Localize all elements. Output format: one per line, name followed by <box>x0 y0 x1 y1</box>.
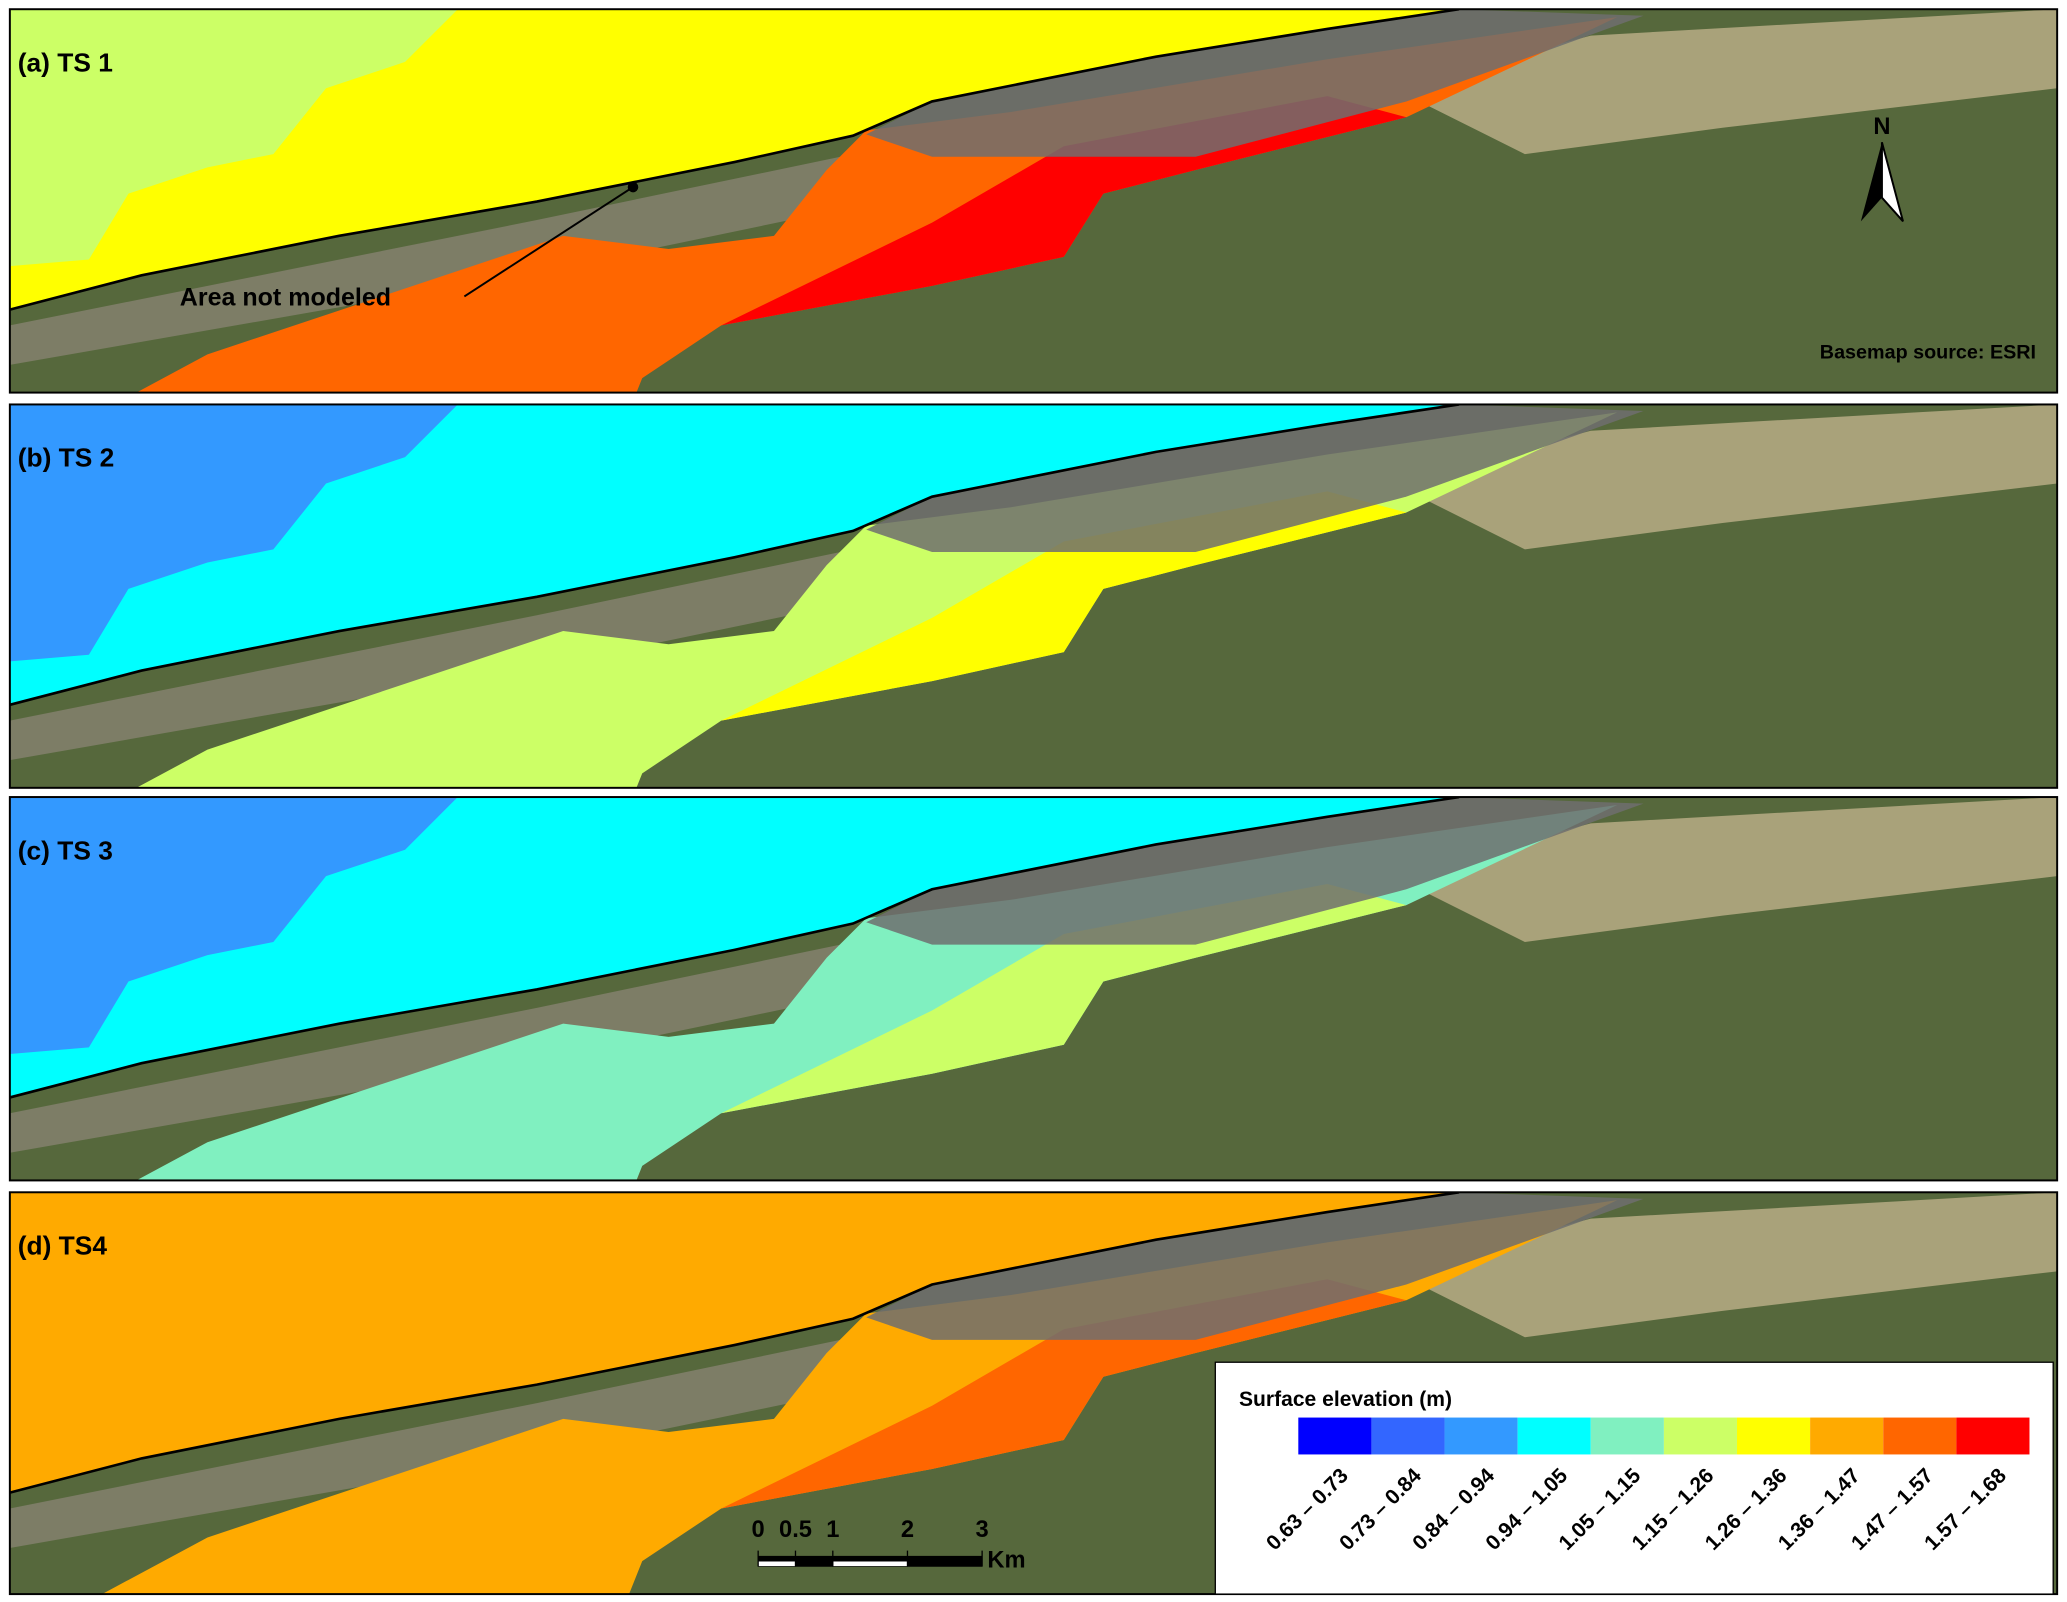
town <box>866 404 1644 553</box>
panel-label: (d) TS4 <box>18 1231 108 1261</box>
scale-segment <box>832 1560 908 1567</box>
panel-frame <box>8 796 2059 1182</box>
scale-label: 1 <box>826 1517 839 1543</box>
scale-segment <box>832 1555 908 1562</box>
sea <box>9 404 1460 705</box>
north-arrow-right <box>1880 142 1904 222</box>
legend-box <box>1214 1361 2054 1595</box>
sea <box>9 9 1460 310</box>
scale-segment <box>907 1555 983 1562</box>
town <box>866 1192 1644 1340</box>
scale-segment <box>758 1555 796 1562</box>
scale-segment <box>795 1555 833 1562</box>
panel-label: (c) TS 3 <box>18 835 113 865</box>
map-panel: (b) TS 2 <box>9 404 2058 788</box>
scale-segment <box>795 1560 834 1567</box>
legend-swatch <box>1737 1417 1811 1455</box>
panel-frame <box>8 1191 2059 1596</box>
scale-label: 0.5 <box>779 1517 812 1543</box>
sea-west <box>9 404 458 662</box>
scale-segment <box>907 1560 983 1567</box>
panel-label: (b) TS 2 <box>18 443 115 473</box>
panel-label: (a) TS 1 <box>18 48 113 78</box>
legend-swatch <box>1371 1417 1445 1455</box>
sea <box>9 797 1460 1098</box>
map-panel: (c) TS 3 <box>9 797 2058 1181</box>
town <box>866 9 1644 157</box>
legend-swatch <box>1810 1417 1884 1455</box>
coastline <box>9 9 1460 311</box>
coastline <box>9 1192 1460 1494</box>
legend-swatch <box>1444 1417 1518 1455</box>
sea-west <box>9 9 458 267</box>
legend-swatch <box>1298 1417 1372 1455</box>
lagoon-inner <box>721 491 1407 721</box>
coastline <box>9 797 1460 1099</box>
lagoon-inner <box>721 1279 1407 1509</box>
coastal-strip <box>9 941 854 1153</box>
north-label: N <box>1873 114 1890 140</box>
sea <box>9 1192 1460 1493</box>
sea-west <box>9 797 458 1054</box>
annotation-leader <box>463 186 634 298</box>
map-panel: (a) TS 1 <box>9 9 2058 393</box>
lagoon-inner <box>721 883 1407 1114</box>
annotation-point <box>627 181 639 193</box>
legend-swatch <box>1956 1417 2030 1455</box>
panel-frame <box>8 8 2059 394</box>
scale-segment <box>757 1560 796 1567</box>
coastal-strip <box>9 549 854 761</box>
legend-title: Surface elevation (m) <box>1239 1388 1452 1411</box>
lagoon-inner <box>721 96 1407 326</box>
scale-label: 3 <box>976 1517 989 1543</box>
scale-label: 0 <box>752 1517 765 1543</box>
coastal-strip <box>9 1337 854 1548</box>
coastline <box>9 404 1460 707</box>
basemap-source: Basemap source: ESRI <box>1820 341 2036 363</box>
legend-swatch <box>1663 1417 1738 1455</box>
panel-frame <box>8 403 2059 789</box>
legend-swatch <box>1883 1417 1957 1455</box>
legend-swatch <box>1590 1417 1664 1455</box>
town <box>866 797 1644 945</box>
sea-west <box>9 1192 458 1450</box>
north-arrow-left <box>1860 142 1882 222</box>
coastal-strip <box>9 154 854 365</box>
scale-unit: Km <box>987 1547 1025 1573</box>
annotation: Area not modeled <box>180 284 391 312</box>
scale-label: 2 <box>901 1517 914 1543</box>
legend-swatch <box>1517 1417 1591 1455</box>
